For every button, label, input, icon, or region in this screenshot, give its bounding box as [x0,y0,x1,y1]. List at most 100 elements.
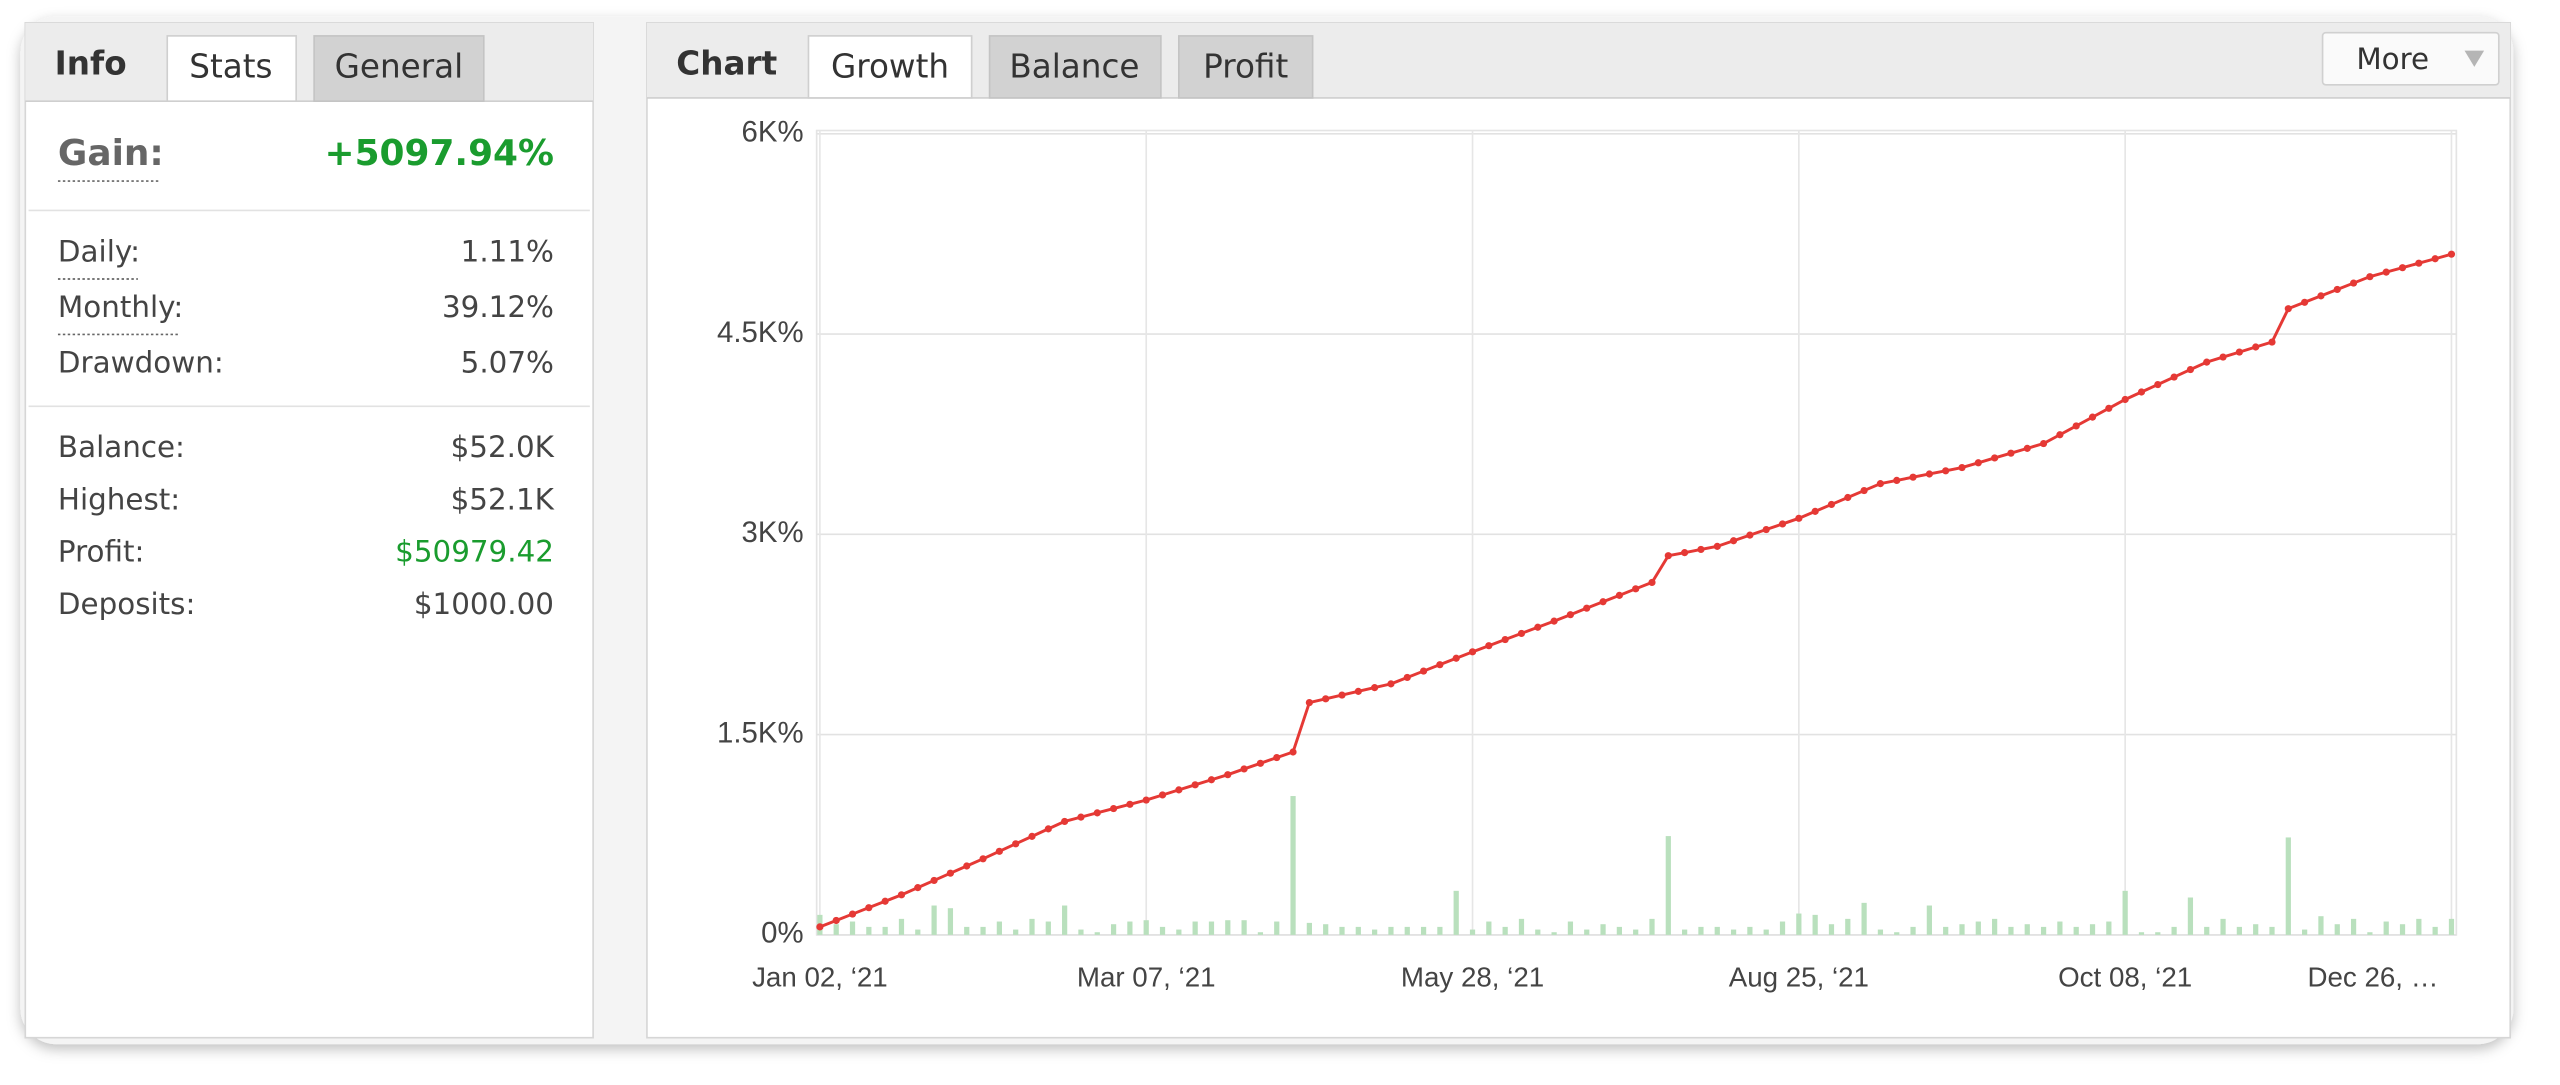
tab-general-bg[interactable] [313,35,485,102]
bar [931,905,937,935]
bar [1877,929,1884,935]
bar [1013,929,1019,935]
bar [882,926,888,935]
point [1844,493,1852,502]
bar [1290,796,1296,935]
point [2137,388,2146,396]
tab-profit-bg[interactable] [1178,35,1314,99]
bar [1486,921,1492,935]
point [897,891,906,899]
point [1387,680,1395,688]
point [2333,285,2341,294]
point [1077,813,1085,821]
more-label[interactable]: More [2356,42,2429,76]
stat-value: $52.0K [451,430,555,464]
bar [1404,926,1410,935]
info-tabbar [25,22,594,102]
point [1419,667,1428,675]
bar [1845,918,1851,935]
bar [1192,921,1198,935]
point [1191,781,1199,789]
tab-balance[interactable]: Balance [1009,48,1139,86]
point [1240,765,1248,773]
point [1909,473,1917,481]
point [2317,292,2325,300]
point [1452,654,1460,662]
x-tick-label: Aug 25, ‘21 [1729,961,1869,992]
bar [2334,924,2340,935]
point [1273,753,1281,762]
point [1354,687,1362,695]
point [1468,648,1477,656]
point [1893,476,1901,484]
bar [1861,902,1867,935]
point [946,869,955,877]
tab-general[interactable]: General [335,48,464,86]
x-tick-label: Dec 26, … [2307,961,2438,992]
bar [2024,924,2030,935]
tab-info[interactable]: Info [55,44,127,82]
tab-growth[interactable]: Growth [831,48,949,86]
point [1827,500,1836,509]
point [2056,431,2064,439]
bar [833,924,839,935]
point [1778,520,1787,528]
y-tick-label: 1.5K% [717,716,804,749]
point [2203,358,2211,366]
point [1403,673,1411,682]
bar [2302,929,2308,935]
x-tick-label: Oct 08, ‘21 [2058,961,2192,992]
point [1501,635,1509,644]
point [2023,444,2031,452]
tab-stats-bg[interactable] [166,35,297,102]
bar [1274,921,1280,935]
point [1517,629,1526,638]
x-tick-label: Jan 02, ‘21 [752,961,888,992]
bar [1665,836,1671,935]
tab-growth-bg[interactable] [807,35,973,99]
point [2366,273,2374,281]
bar [1567,921,1574,935]
bar [2432,926,2438,935]
point [1974,459,1982,467]
bar [2383,921,2389,935]
bar [1453,890,1459,935]
bar [1176,929,1182,935]
gain-value: +5097.94% [325,133,554,174]
bar [1388,926,1394,935]
more-button[interactable] [2321,31,2500,86]
point [1991,454,1999,462]
point [1485,642,1493,650]
bar [2367,932,2373,935]
point [1109,804,1118,813]
stat-value: 5.07% [461,345,554,379]
tab-chart[interactable]: Chart [676,44,777,82]
bar [2220,918,2226,935]
bar [1812,914,1818,935]
bar [1730,929,1737,935]
bar [1469,929,1476,935]
bar [2350,918,2357,935]
point [1795,514,1803,522]
bar [2155,932,2161,935]
stat-label: Highest: [58,482,180,516]
tab-profit[interactable]: Profit [1203,48,1288,86]
point [1925,470,1933,478]
point [2088,413,2097,421]
bar [1943,926,1949,935]
bar [2399,924,2406,935]
bar [1502,926,1508,935]
bar [1127,921,1133,935]
tab-balance-bg[interactable] [988,35,1162,99]
bar [2089,924,2096,935]
bar [1045,921,1051,935]
bar [2073,926,2079,935]
bar [898,918,905,935]
tab-stats[interactable]: Stats [189,48,272,86]
point [1811,507,1819,515]
bar [980,926,986,935]
point [1158,791,1167,799]
point [2398,264,2407,272]
point [914,884,922,892]
